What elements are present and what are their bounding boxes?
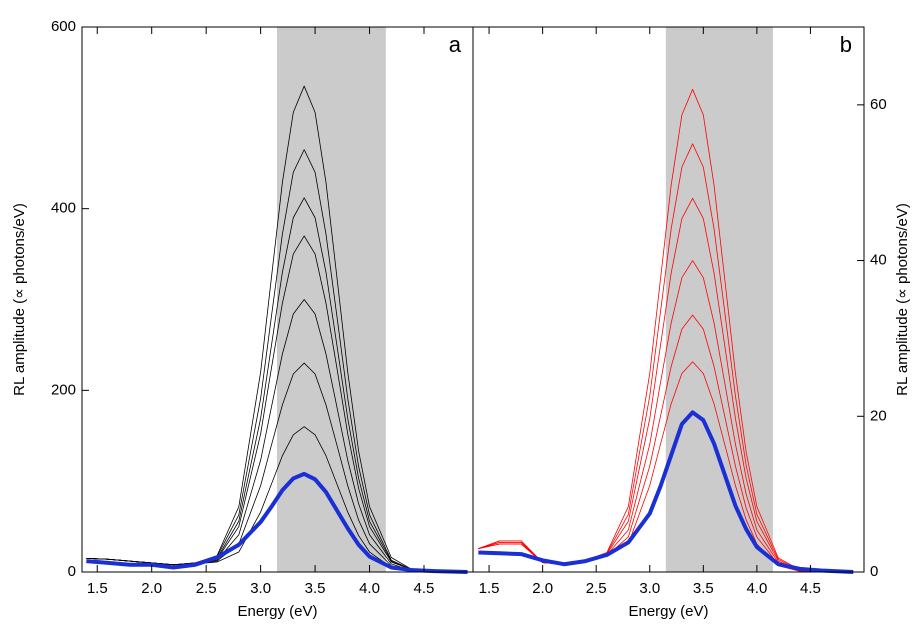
y2-tick-label: 40 bbox=[870, 252, 887, 269]
y-tick-label: 600 bbox=[51, 18, 76, 35]
y-tick-label: 400 bbox=[51, 200, 76, 217]
y2-tick-label: 60 bbox=[870, 96, 887, 113]
x-tick-label: 1.5 bbox=[87, 580, 108, 597]
shaded-region bbox=[665, 27, 773, 572]
x-axis-label: Energy (eV) bbox=[237, 603, 317, 620]
data-line bbox=[478, 410, 854, 574]
panel-label: b bbox=[840, 32, 852, 57]
plot-frame bbox=[472, 26, 865, 573]
x-tick-label: 4.0 bbox=[746, 580, 767, 597]
y-tick-label: 200 bbox=[51, 381, 76, 398]
y-axis-label: RL amplitude (∝ photons/eV) bbox=[11, 203, 28, 396]
y2-tick-label: 0 bbox=[870, 563, 878, 580]
x-tick-label: 2.0 bbox=[141, 580, 162, 597]
x-tick-label: 3.5 bbox=[693, 580, 714, 597]
data-line bbox=[86, 235, 468, 573]
y-tick-label: 0 bbox=[68, 563, 76, 580]
panel-label: a bbox=[449, 32, 462, 57]
data-line bbox=[86, 197, 468, 573]
x-tick-label: 3.5 bbox=[305, 580, 326, 597]
x-tick-label: 2.5 bbox=[196, 580, 217, 597]
data-line bbox=[86, 426, 468, 573]
y2-tick-label: 20 bbox=[870, 407, 887, 424]
x-tick-label: 4.5 bbox=[800, 580, 821, 597]
y2-axis-label: RL amplitude (∝ photons/eV) bbox=[894, 203, 911, 396]
x-tick-label: 4.5 bbox=[414, 580, 435, 597]
x-tick-label: 3.0 bbox=[250, 580, 271, 597]
shaded-region bbox=[276, 27, 386, 572]
x-tick-label: 4.0 bbox=[359, 580, 380, 597]
x-tick-label: 1.5 bbox=[479, 580, 500, 597]
data-line bbox=[86, 149, 468, 573]
data-line bbox=[86, 299, 468, 573]
x-tick-label: 2.0 bbox=[532, 580, 553, 597]
x-tick-label: 2.5 bbox=[586, 580, 607, 597]
x-axis-label: Energy (eV) bbox=[628, 603, 708, 620]
data-line bbox=[86, 471, 468, 574]
x-tick-label: 3.0 bbox=[639, 580, 660, 597]
data-line bbox=[86, 362, 468, 573]
